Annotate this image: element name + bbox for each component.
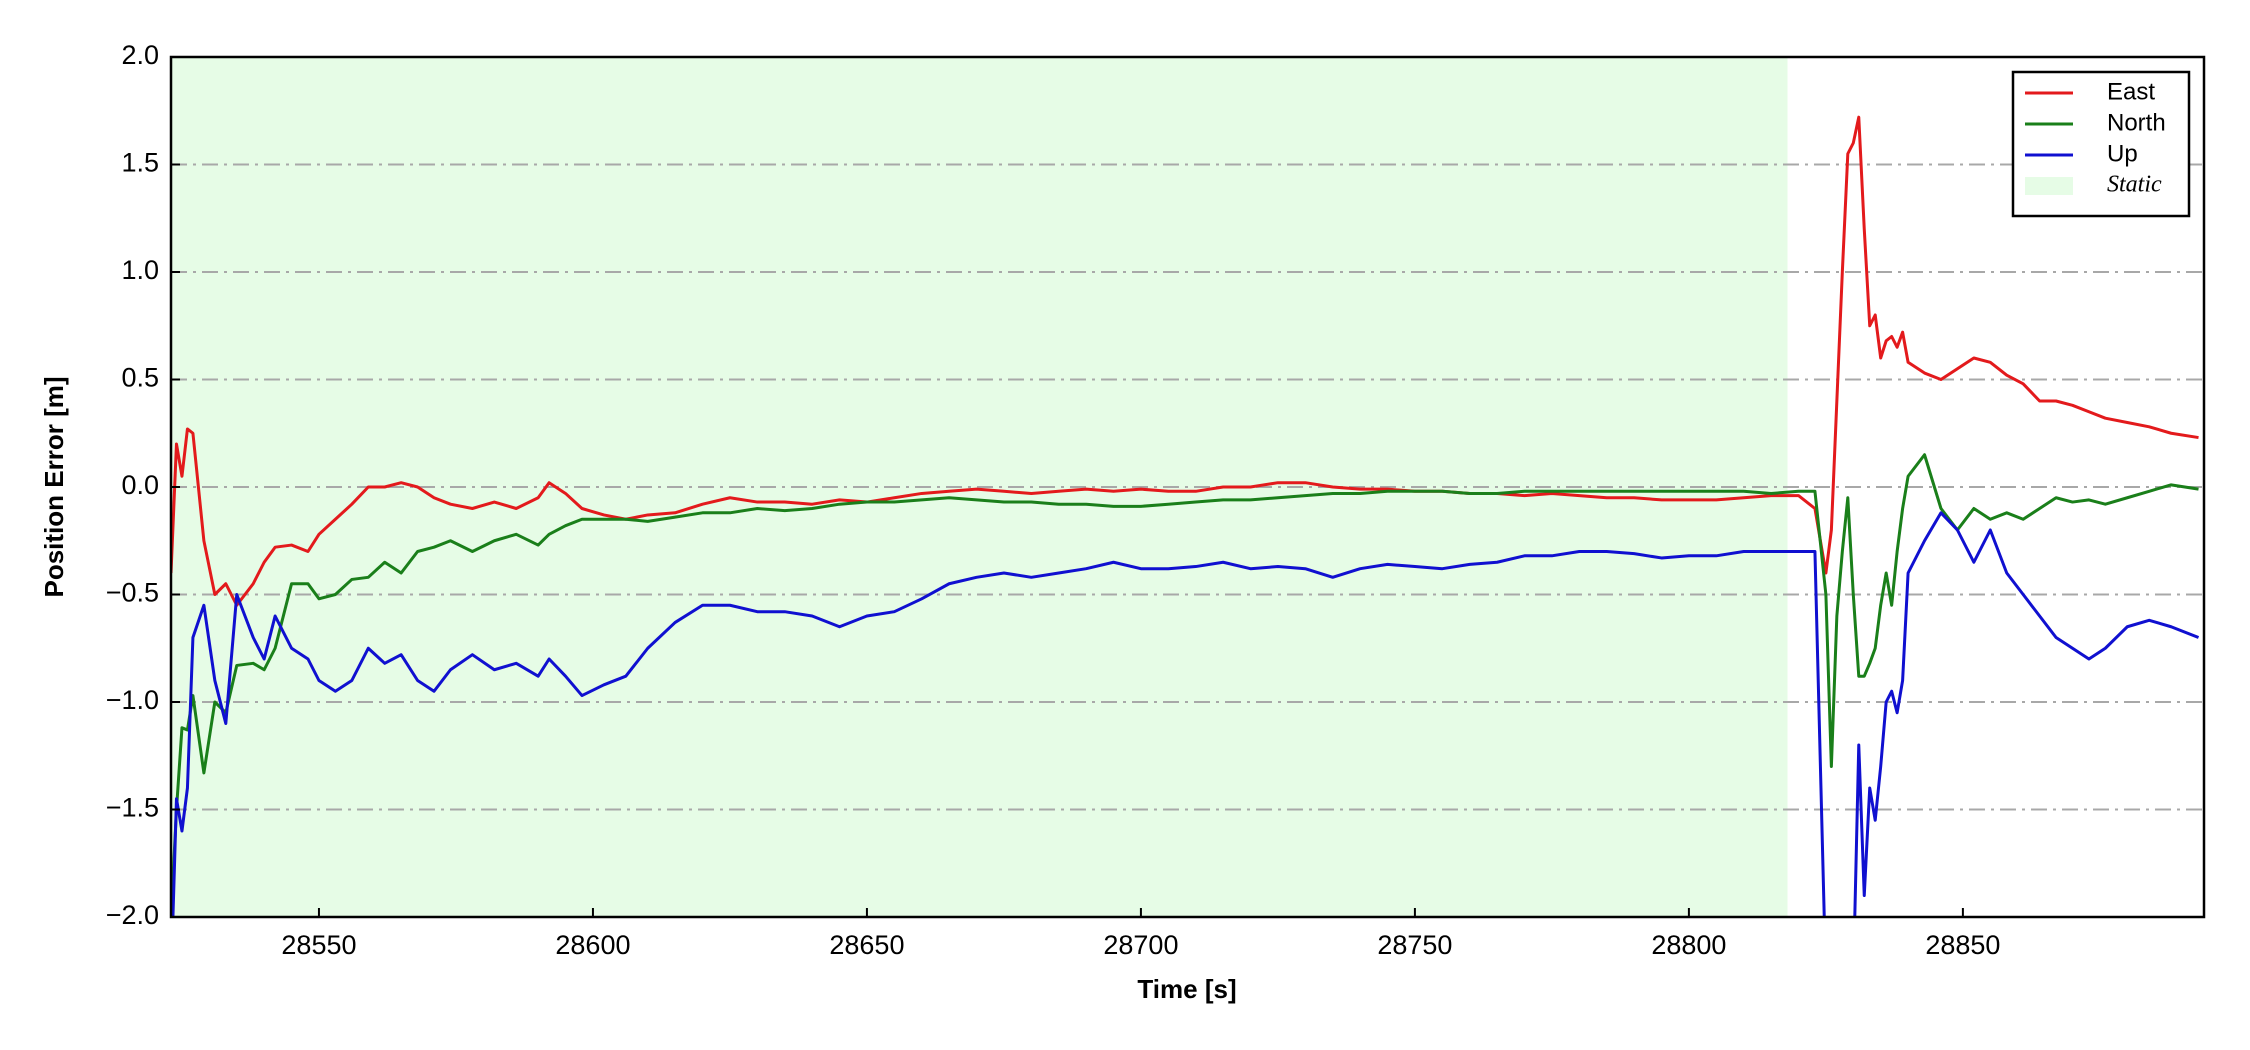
x-axis-title: Time [s] [1137,974,1236,1004]
y-tick-label: 2.0 [121,40,159,70]
plot-frame [169,55,2206,919]
y-tick-label: 1.0 [121,255,159,285]
legend-swatch [2025,177,2073,195]
x-tick-label: 28700 [1103,930,1178,960]
y-tick-label: 1.5 [121,148,159,178]
y-tick-label: −0.5 [106,578,159,608]
y-axis-title: Position Error [m] [39,376,69,597]
lines-layer [171,115,2200,917]
legend-label: East [2107,78,2155,105]
series-line [171,511,2200,917]
x-tick-label: 28650 [829,930,904,960]
y-tick-label: −1.0 [106,685,159,715]
x-tick-label: 28800 [1651,930,1726,960]
axes-layer: −2.0 −1.5 −1.0 −0.5 0.0 0.5 1.0 1.5 2.0 28550 2860… [106,40,2206,960]
legend-label: Static [2107,172,2162,198]
y-tick-label: −1.5 [106,793,159,823]
series-line [171,453,2199,917]
x-tick-label: 28850 [1925,930,2000,960]
grid-layer [171,163,2204,811]
x-tick-label: 28550 [281,930,356,960]
x-tick-label: 28750 [1377,930,1452,960]
legend: East North Up Static [2011,70,2191,218]
legend-label: North [2107,109,2166,136]
series-line [171,115,2199,607]
x-tick-label: 28600 [555,930,630,960]
legend-label: Up [2107,140,2138,167]
y-tick-label: 0.5 [121,363,159,393]
y-tick-label: −2.0 [106,900,159,930]
y-tick-label: 0.0 [121,470,159,500]
